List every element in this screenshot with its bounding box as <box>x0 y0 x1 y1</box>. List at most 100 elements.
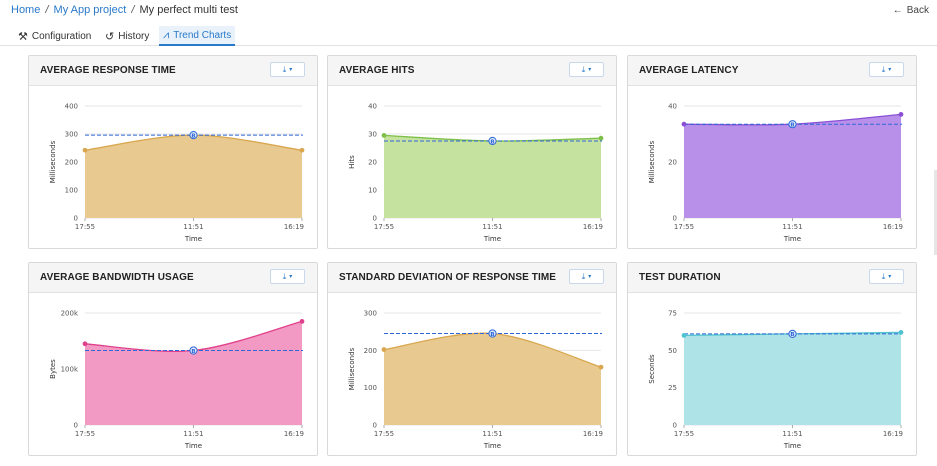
chart-panel: AVERAGE RESPONSE TIME ⤓ ▾ 0 100 200 300 400 17:5… <box>28 55 318 249</box>
tab-configuration[interactable]: ⚒ Configuration <box>14 26 95 46</box>
baseline-marker[interactable] <box>189 131 198 140</box>
download-chart-button[interactable]: ⤓ ▾ <box>270 269 305 284</box>
baseline-marker-label: B <box>790 123 794 129</box>
download-chart-button[interactable]: ⤓ ▾ <box>869 62 904 77</box>
y-tick-label: 40 <box>368 103 377 111</box>
download-chart-button[interactable]: ⤓ ▾ <box>569 62 604 77</box>
chevron-down-icon: ▾ <box>289 67 293 73</box>
data-point[interactable] <box>381 347 387 352</box>
x-tick-label: 16:19 <box>284 430 304 438</box>
data-point[interactable] <box>82 147 88 153</box>
x-tick-label: 17:55 <box>75 430 95 438</box>
chart-body: 0 100 200 300 17:55 11:51 16:19 Time Millisecond… <box>328 293 616 455</box>
chart-panel: AVERAGE LATENCY ⤓ ▾ 0 20 40 17:55 11:51 16:19 Tim… <box>627 55 917 249</box>
chart-svg: 0 100k 200k 17:55 11:51 16:19 Time Bytes B <box>49 310 305 450</box>
breadcrumb-project-link[interactable]: My App project <box>53 4 127 16</box>
chart-body: 0 100 200 300 400 17:55 11:51 16:19 Time Millisec… <box>29 86 317 248</box>
x-tick-label: 17:55 <box>374 430 394 438</box>
breadcrumb-separator: / <box>45 4 49 16</box>
chevron-down-icon: ▾ <box>888 274 892 280</box>
y-axis-label: Hits <box>348 155 356 169</box>
chevron-down-icon: ▾ <box>289 274 293 280</box>
y-axis-label: Milliseconds <box>648 140 656 183</box>
baseline-marker[interactable] <box>189 346 198 355</box>
y-tick-label: 20 <box>668 159 677 167</box>
chart-body: 0 20 40 17:55 11:51 16:19 Time Milliseconds B <box>628 86 916 248</box>
data-point[interactable] <box>598 364 604 370</box>
breadcrumb-home-link[interactable]: Home <box>11 4 41 16</box>
chart-svg: 0 25 50 75 17:55 11:51 16:19 Time Seconds B <box>648 310 904 450</box>
download-icon: ⤓ <box>282 271 287 281</box>
x-tick-label: 11:51 <box>183 430 203 438</box>
chart-panel-header: AVERAGE RESPONSE TIME ⤓ ▾ <box>29 56 317 86</box>
chart-title: TEST DURATION <box>639 272 721 283</box>
y-tick-label: 0 <box>373 422 377 430</box>
scrollbar[interactable] <box>934 170 937 255</box>
y-tick-label: 200 <box>65 159 78 167</box>
x-axis-label: Time <box>783 235 801 243</box>
data-point[interactable] <box>82 341 88 347</box>
tab-label: Configuration <box>31 30 92 42</box>
data-point[interactable] <box>898 112 904 117</box>
y-tick-label: 100 <box>65 187 78 195</box>
breadcrumb: Home / My App project / My perfect multi… <box>11 4 238 16</box>
data-point[interactable] <box>681 121 687 127</box>
y-tick-label: 0 <box>373 215 377 223</box>
x-axis-label: Time <box>783 442 801 450</box>
download-icon: ⤓ <box>881 271 886 281</box>
x-axis-label: Time <box>184 235 202 243</box>
y-tick-label: 200 <box>364 347 377 355</box>
y-tick-label: 20 <box>368 159 377 167</box>
x-tick-label: 11:51 <box>482 430 502 438</box>
x-tick-label: 16:19 <box>883 430 903 438</box>
download-icon: ⤓ <box>581 64 586 74</box>
chart-title: AVERAGE HITS <box>339 65 415 76</box>
y-tick-label: 40 <box>668 103 677 111</box>
baseline-marker[interactable] <box>488 329 497 338</box>
baseline-marker-label: B <box>191 133 195 139</box>
download-chart-button[interactable]: ⤓ ▾ <box>569 269 604 284</box>
baseline-marker[interactable] <box>488 136 497 146</box>
data-point[interactable] <box>598 135 604 141</box>
chart-icon: ⩘ <box>163 28 170 41</box>
tab-label: History <box>118 30 150 42</box>
download-chart-button[interactable]: ⤓ ▾ <box>270 62 305 77</box>
chart-title: STANDARD DEVIATION OF RESPONSE TIME <box>339 272 557 283</box>
data-point[interactable] <box>898 330 904 335</box>
breadcrumb-current: My perfect multi test <box>139 4 238 16</box>
x-tick-label: 16:19 <box>284 223 304 231</box>
chart-panel-header: STANDARD DEVIATION OF RESPONSE TIME ⤓ ▾ <box>328 263 616 293</box>
tab-label: Trend Charts <box>173 29 232 41</box>
y-axis-label: Milliseconds <box>49 140 57 183</box>
data-point[interactable] <box>381 133 387 138</box>
series-area <box>384 333 601 425</box>
chevron-down-icon: ▾ <box>588 274 592 280</box>
baseline-marker-label: B <box>490 332 494 338</box>
y-tick-label: 0 <box>673 422 677 430</box>
tab-history[interactable]: ↺ History <box>101 26 153 46</box>
download-icon: ⤓ <box>581 271 586 281</box>
baseline-marker-label: B <box>490 139 494 145</box>
tab-trend-charts[interactable]: ⩘ Trend Charts <box>159 26 236 46</box>
data-point[interactable] <box>299 147 305 153</box>
baseline-marker[interactable] <box>788 329 797 339</box>
data-point[interactable] <box>681 333 687 338</box>
back-button[interactable]: ← Back <box>893 5 929 16</box>
chart-panel: STANDARD DEVIATION OF RESPONSE TIME ⤓ ▾ 0 10… <box>327 262 617 456</box>
top-bar: Home / My App project / My perfect multi… <box>0 0 937 20</box>
y-tick-label: 0 <box>74 422 78 430</box>
series-area <box>85 135 302 218</box>
series-area <box>684 114 901 218</box>
y-tick-label: 10 <box>368 187 377 195</box>
y-tick-label: 25 <box>668 384 677 392</box>
y-tick-label: 300 <box>364 310 377 318</box>
data-point[interactable] <box>299 319 305 324</box>
baseline-marker[interactable] <box>788 120 797 129</box>
chevron-down-icon: ▾ <box>588 67 592 73</box>
y-axis-label: Seconds <box>648 354 656 384</box>
chart-title: AVERAGE BANDWIDTH USAGE <box>40 272 194 283</box>
y-tick-label: 400 <box>65 103 78 111</box>
download-chart-button[interactable]: ⤓ ▾ <box>869 269 904 284</box>
history-icon: ↺ <box>105 30 115 43</box>
x-axis-label: Time <box>483 442 501 450</box>
